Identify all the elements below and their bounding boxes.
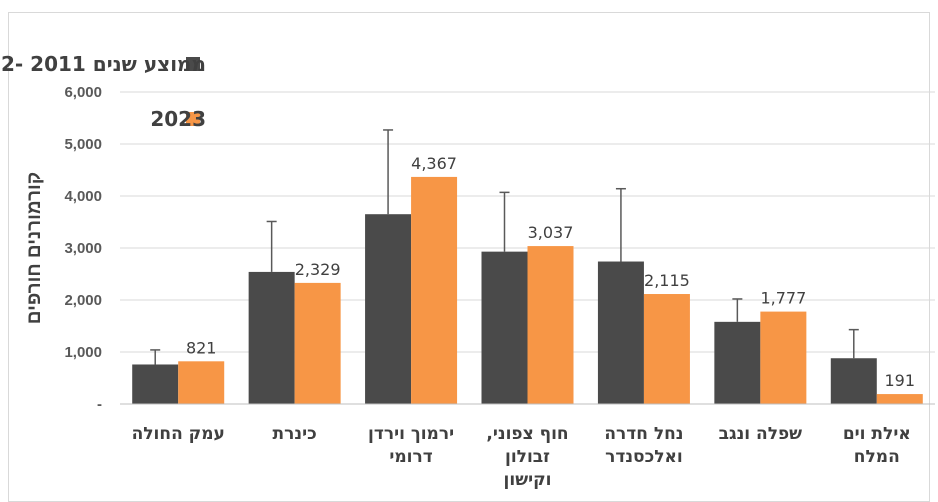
error-bars [150,129,859,365]
bar-average [132,364,179,404]
category-label: אילת וים [843,424,911,444]
data-labels: 821 2,329 4,367 3,037 2,115 1,777 191 [186,154,915,390]
bar-2023 [178,361,225,404]
bar-average [714,321,761,404]
bar-2023 [411,176,458,404]
category-label: עמק החולה [132,424,225,444]
category-label: המלח [854,447,900,467]
y-tick-label: 2,000 [64,292,102,309]
category-label: כינרת [273,424,317,444]
bar-2023 [527,246,574,404]
bar-average [481,251,528,404]
legend-swatch [186,57,200,71]
y-tick-label: 3,000 [64,240,102,257]
legend: ממוצע שנים 2011 -2022 2023 [0,52,206,131]
bar-2023 [294,282,341,404]
y-tick-labels: - 1,000 2,000 3,000 4,000 5,000 6,000 [64,84,102,413]
y-tick-label: - [97,396,102,413]
category-label: נחל חדרה [604,424,683,444]
data-label: 3,037 [528,223,574,242]
data-label: 191 [885,371,916,390]
y-tick-label: 1,000 [64,344,102,361]
bar-average [248,271,295,404]
data-label: 1,777 [760,289,806,308]
bar-2023 [643,294,690,404]
bar-2023 [760,311,807,404]
legend-swatch [186,112,200,126]
category-labels: עמק החולה כינרת ירמוך וירדן דרומי חוף צפוני,… [132,424,911,490]
data-label: 2,115 [644,271,690,290]
bar-average [365,214,412,404]
legend-label: 2023 [150,107,206,131]
category-label: זבולון [505,447,550,467]
bar-2023 [876,394,923,404]
y-tick-label: 4,000 [64,188,102,205]
category-label: חוף צפוני, [486,424,568,444]
y-axis-label: קורמורנים חורפים [24,172,45,324]
category-label: וקישון [504,470,552,490]
category-label: ירמוך וירדן [368,424,454,444]
data-label: 2,329 [295,260,341,279]
data-label: 4,367 [411,154,457,173]
bars [132,176,923,404]
y-tick-label: 6,000 [64,84,102,101]
bar-average [597,261,644,404]
y-tick-label: 5,000 [64,136,102,153]
category-label: שפלה ונגב [719,424,803,444]
category-label: ואלכסנדר [605,447,683,467]
data-label: 821 [186,338,217,357]
legend-label: ממוצע שנים 2011 -2022 [0,52,206,76]
category-label: דרומי [389,447,432,467]
bar-average [830,358,877,404]
